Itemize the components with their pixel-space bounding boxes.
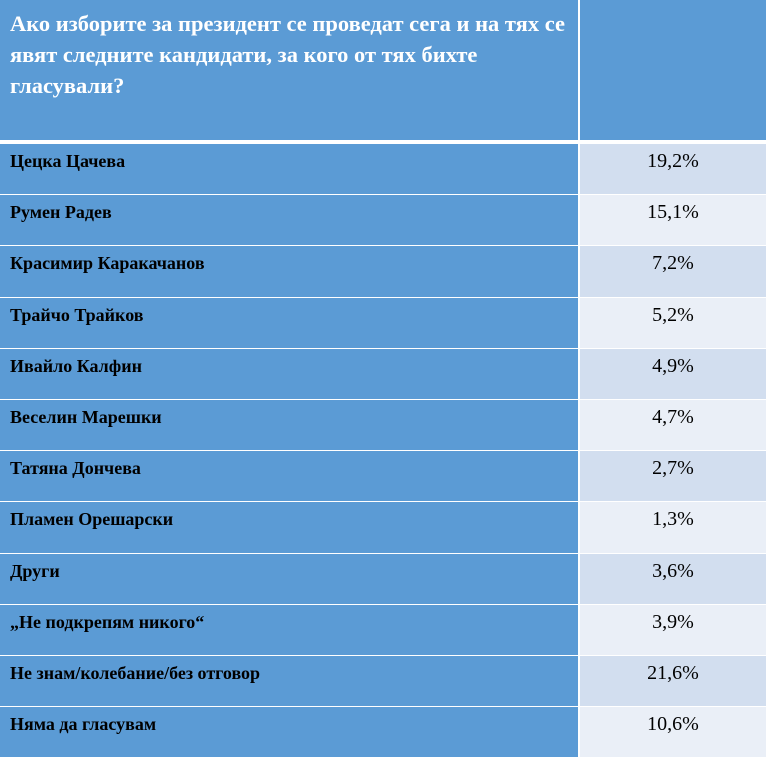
table-row: Татяна Дончева 2,7% (0, 451, 768, 503)
vote-percentage: 2,7% (580, 451, 766, 502)
vote-percentage: 10,6% (580, 707, 766, 758)
candidate-name: Красимир Каракачанов (0, 246, 580, 297)
table-row: Пламен Орешарски 1,3% (0, 502, 768, 554)
table-row: Няма да гласувам 10,6% (0, 707, 768, 758)
candidate-name: Румен Радев (0, 195, 580, 246)
candidate-name: Веселин Марешки (0, 399, 580, 451)
candidate-name: Пламен Орешарски (0, 502, 580, 553)
candidate-name: Татяна Дончева (0, 451, 580, 502)
vote-percentage: 19,2% (580, 144, 766, 195)
candidate-name: Цецка Цачева (0, 144, 580, 195)
vote-percentage: 1,3% (580, 502, 766, 553)
vote-percentage: 15,1% (580, 195, 766, 246)
vote-percentage: 3,9% (580, 604, 766, 655)
vote-percentage: 5,2% (580, 297, 766, 348)
table-row: Не знам/колебание/без отговор 21,6% (0, 655, 768, 708)
table-header: Ако изборите за президент се проведат се… (0, 0, 768, 144)
table-row: Други 3,6% (0, 553, 768, 605)
table-row: Ивайло Калфин 4,9% (0, 348, 768, 400)
value-header (580, 0, 766, 140)
table-row: Веселин Марешки 4,7% (0, 399, 768, 452)
vote-percentage: 4,7% (580, 399, 766, 451)
table-body: Цецка Цачева 19,2% Румен Радев 15,1% Красими… (0, 144, 768, 758)
vote-percentage: 7,2% (580, 246, 766, 297)
table-row: Цецка Цачева 19,2% (0, 144, 768, 196)
question-header: Ако изборите за президент се проведат се… (0, 0, 580, 140)
candidate-name: Ивайло Калфин (0, 348, 580, 399)
vote-percentage: 21,6% (580, 655, 766, 707)
candidate-name: Няма да гласувам (0, 707, 580, 758)
vote-percentage: 4,9% (580, 348, 766, 399)
candidate-name: Не знам/колебание/без отговор (0, 655, 580, 707)
candidate-name: „Не подкрепям никого“ (0, 604, 580, 655)
candidate-name: Други (0, 553, 580, 604)
vote-percentage: 3,6% (580, 553, 766, 604)
candidate-name: Трайчо Трайков (0, 297, 580, 348)
table-row: Румен Радев 15,1% (0, 195, 768, 247)
table-row: „Не подкрепям никого“ 3,9% (0, 604, 768, 656)
table-row: Трайчо Трайков 5,2% (0, 297, 768, 349)
table-row: Красимир Каракачанов 7,2% (0, 246, 768, 298)
